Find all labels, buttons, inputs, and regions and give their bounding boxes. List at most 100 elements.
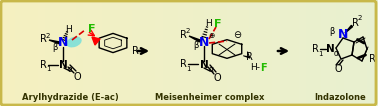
Bar: [249, 0, 254, 106]
Text: F: F: [88, 24, 96, 34]
Bar: [329, 0, 333, 106]
Text: R: R: [40, 60, 46, 70]
Bar: [363, 0, 367, 106]
Ellipse shape: [66, 37, 82, 47]
Text: 2: 2: [46, 33, 50, 39]
Text: H-: H-: [250, 63, 260, 73]
Text: H: H: [65, 24, 71, 33]
Bar: [87, 0, 91, 106]
Bar: [318, 0, 322, 106]
Bar: [72, 0, 76, 106]
Bar: [200, 0, 204, 106]
Text: F: F: [214, 19, 222, 29]
Bar: [79, 0, 84, 106]
Text: O: O: [73, 72, 81, 82]
Bar: [272, 0, 276, 106]
Polygon shape: [189, 36, 200, 42]
Bar: [83, 0, 87, 106]
Bar: [284, 0, 288, 106]
Bar: [15, 0, 19, 106]
Text: β: β: [193, 42, 199, 50]
Bar: [212, 0, 216, 106]
Bar: [276, 0, 280, 106]
Bar: [193, 0, 197, 106]
Text: R: R: [40, 34, 46, 44]
Text: R: R: [180, 59, 186, 69]
Bar: [227, 0, 231, 106]
Bar: [170, 0, 174, 106]
Text: O: O: [334, 64, 342, 74]
Bar: [42, 0, 46, 106]
Bar: [370, 0, 375, 106]
Bar: [102, 0, 106, 106]
Bar: [11, 0, 15, 106]
Bar: [38, 0, 42, 106]
Bar: [34, 0, 38, 106]
Bar: [68, 0, 72, 106]
Text: 2: 2: [358, 15, 362, 21]
Text: α: α: [333, 50, 339, 59]
Text: F: F: [260, 63, 266, 73]
Bar: [8, 0, 12, 106]
Bar: [121, 0, 125, 106]
Bar: [144, 0, 148, 106]
Bar: [340, 0, 344, 106]
Bar: [94, 0, 99, 106]
Bar: [287, 0, 291, 106]
Bar: [291, 0, 295, 106]
Bar: [106, 0, 110, 106]
Text: N: N: [199, 36, 209, 49]
Bar: [310, 0, 314, 106]
Bar: [147, 0, 152, 106]
Text: R: R: [180, 30, 186, 40]
Bar: [113, 0, 118, 106]
Bar: [238, 0, 242, 106]
Bar: [231, 0, 235, 106]
Bar: [374, 0, 378, 106]
Bar: [302, 0, 307, 106]
Text: Arylhydrazide (E-ac): Arylhydrazide (E-ac): [22, 93, 118, 103]
Bar: [265, 0, 269, 106]
Bar: [178, 0, 182, 106]
Bar: [53, 0, 57, 106]
Bar: [223, 0, 227, 106]
Bar: [261, 0, 265, 106]
Bar: [280, 0, 284, 106]
Bar: [333, 0, 337, 106]
Text: α: α: [68, 64, 73, 73]
Bar: [242, 0, 246, 106]
Bar: [76, 0, 80, 106]
Bar: [26, 0, 31, 106]
Bar: [45, 0, 50, 106]
Bar: [166, 0, 170, 106]
Bar: [57, 0, 61, 106]
Text: 1: 1: [46, 66, 50, 72]
Bar: [268, 0, 273, 106]
Bar: [352, 0, 356, 106]
Text: R: R: [246, 52, 253, 62]
Bar: [348, 0, 352, 106]
Bar: [4, 0, 8, 106]
Text: R: R: [311, 44, 318, 54]
Bar: [299, 0, 303, 106]
Bar: [336, 0, 341, 106]
Text: β: β: [329, 26, 335, 36]
Bar: [60, 0, 65, 106]
Bar: [98, 0, 102, 106]
Text: Indazolone: Indazolone: [314, 93, 366, 103]
Bar: [257, 0, 261, 106]
Bar: [215, 0, 220, 106]
Bar: [367, 0, 371, 106]
Bar: [136, 0, 140, 106]
Bar: [295, 0, 299, 106]
Text: ⊕: ⊕: [208, 31, 214, 40]
Text: N: N: [59, 60, 67, 70]
Bar: [197, 0, 201, 106]
Text: N: N: [338, 29, 348, 42]
Bar: [246, 0, 250, 106]
Bar: [181, 0, 186, 106]
Bar: [49, 0, 53, 106]
Text: H: H: [206, 20, 212, 29]
Text: α: α: [209, 66, 214, 75]
Bar: [204, 0, 208, 106]
